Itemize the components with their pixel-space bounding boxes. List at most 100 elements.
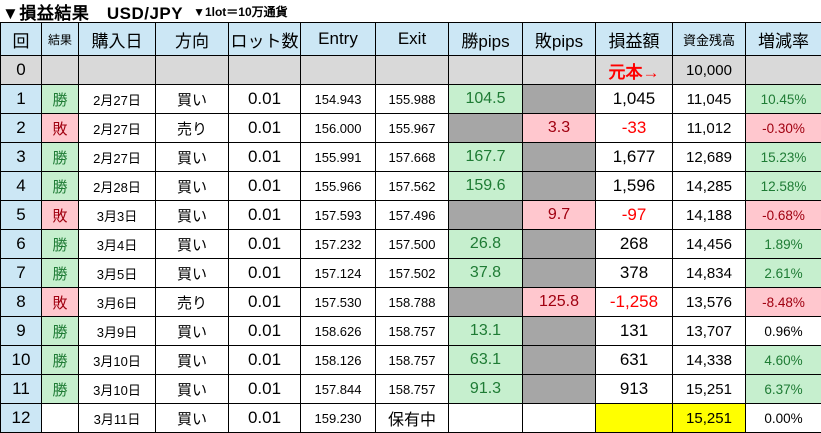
cell-win-pips [449,201,523,230]
cell-profit-loss: -33 [596,114,673,143]
cell-win-pips: 37.8 [449,259,523,288]
cell-entry-price: 158.126 [301,346,376,375]
cell-result [42,404,79,433]
cell-change-rate: 0.96% [746,317,821,346]
cell-direction: 買い [156,201,229,230]
column-header-pl: 損益額 [596,23,673,56]
cell-loss-pips [523,143,596,172]
cell-profit-loss: -97 [596,201,673,230]
cell-win-pips: 26.8 [449,230,523,259]
cell-change-rate: -0.30% [746,114,821,143]
cell-result: 敗 [42,288,79,317]
cell-lot-size: 0.01 [229,346,301,375]
cell-loss-pips [523,346,596,375]
cell-exit-price: 保有中 [376,404,449,433]
cell-entry-price: 157.593 [301,201,376,230]
cell-entry-price: 155.966 [301,172,376,201]
cell-lot-size [229,56,301,85]
cell-loss-pips [523,56,596,85]
cell-entry-date: 3月5日 [79,259,156,288]
column-header-no: 回 [1,23,42,56]
cell-loss-pips [523,375,596,404]
cell-entry-date: 2月27日 [79,85,156,114]
cell-direction: 買い [156,375,229,404]
cell-profit-loss: 268 [596,230,673,259]
cell-round: 3 [1,143,42,172]
cell-result [42,56,79,85]
cell-balance: 13,707 [673,317,746,346]
cell-entry-price: 157.232 [301,230,376,259]
cell-lot-size: 0.01 [229,85,301,114]
cell-round: 0 [1,56,42,85]
cell-round: 10 [1,346,42,375]
cell-lot-size: 0.01 [229,143,301,172]
cell-entry-date: 3月11日 [79,404,156,433]
cell-balance: 11,045 [673,85,746,114]
column-header-chg: 増減率 [746,23,821,56]
cell-change-rate: 4.60% [746,346,821,375]
cell-round: 1 [1,85,42,114]
cell-profit-loss: 1,045 [596,85,673,114]
cell-round: 11 [1,375,42,404]
cell-balance: 13,576 [673,288,746,317]
cell-entry-date: 3月3日 [79,201,156,230]
cell-direction: 買い [156,259,229,288]
cell-entry-date: 3月10日 [79,346,156,375]
cell-change-rate: 10.45% [746,85,821,114]
cell-result: 勝 [42,317,79,346]
cell-exit-price: 158.757 [376,375,449,404]
cell-lot-size: 0.01 [229,404,301,433]
column-header-lpips: 敗pips [523,23,596,56]
cell-change-rate: -8.48% [746,288,821,317]
cell-exit-price: 157.562 [376,172,449,201]
cell-direction: 買い [156,172,229,201]
cell-round: 5 [1,201,42,230]
column-header-lot: ロット数 [229,23,301,56]
cell-change-rate: 0.00% [746,404,821,433]
cell-round: 9 [1,317,42,346]
cell-balance: 15,251 [673,404,746,433]
cell-direction [156,56,229,85]
cell-result: 勝 [42,259,79,288]
cell-loss-pips [523,259,596,288]
cell-direction: 買い [156,346,229,375]
cell-result: 勝 [42,85,79,114]
cell-result: 勝 [42,375,79,404]
cell-direction: 売り [156,288,229,317]
cell-exit-price: 157.496 [376,201,449,230]
cell-round: 8 [1,288,42,317]
cell-result: 勝 [42,172,79,201]
cell-profit-loss: 913 [596,375,673,404]
cell-loss-pips [523,230,596,259]
cell-change-rate: 15.23% [746,143,821,172]
cell-change-rate: -0.68% [746,201,821,230]
cell-direction: 買い [156,317,229,346]
column-header-date: 購入日 [79,23,156,56]
cell-entry-date: 2月27日 [79,114,156,143]
cell-loss-pips [523,404,596,433]
cell-win-pips [449,404,523,433]
cell-win-pips: 159.6 [449,172,523,201]
cell-result: 敗 [42,114,79,143]
cell-lot-size: 0.01 [229,114,301,143]
cell-direction: 買い [156,230,229,259]
cell-profit-loss: -1,258 [596,288,673,317]
cell-balance: 14,285 [673,172,746,201]
cell-lot-size: 0.01 [229,201,301,230]
cell-loss-pips: 125.8 [523,288,596,317]
cell-balance: 15,251 [673,375,746,404]
cell-lot-size: 0.01 [229,230,301,259]
cell-round: 6 [1,230,42,259]
cell-result: 勝 [42,143,79,172]
cell-entry-price: 157.124 [301,259,376,288]
cell-direction: 買い [156,85,229,114]
